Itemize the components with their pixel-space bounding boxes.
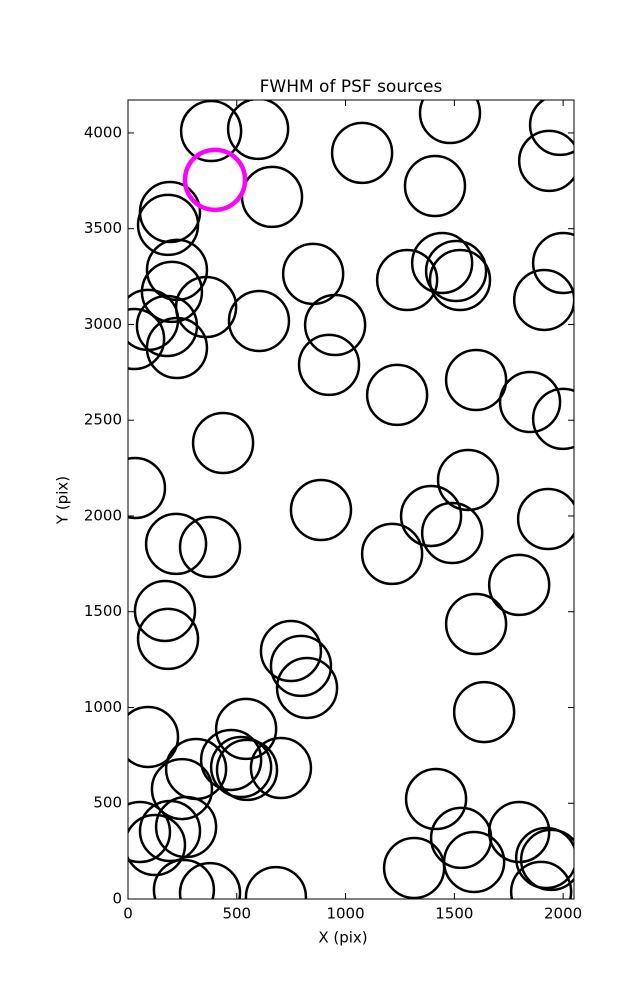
source-circle xyxy=(179,100,243,163)
source-circle xyxy=(128,800,172,864)
source-circle xyxy=(289,478,353,542)
source-circle xyxy=(410,231,474,295)
source-circle xyxy=(399,484,463,548)
source-circle xyxy=(199,728,263,792)
source-circle xyxy=(487,800,551,864)
source-circle xyxy=(152,858,216,899)
x-tick-label: 0 xyxy=(123,905,133,923)
source-circle xyxy=(297,333,361,397)
source-circle xyxy=(375,248,439,312)
y-tick-label: 3500 xyxy=(84,219,122,237)
source-circle xyxy=(144,512,208,576)
y-tick-label: 1500 xyxy=(84,602,122,620)
source-circle xyxy=(517,129,574,193)
x-tick-label: 500 xyxy=(222,905,251,923)
source-circle xyxy=(138,180,202,244)
source-circle xyxy=(259,619,323,683)
highlight-circle xyxy=(182,147,248,213)
source-circle xyxy=(404,767,468,831)
source-circle xyxy=(249,736,313,800)
y-tick-label: 2000 xyxy=(84,506,122,524)
source-circle xyxy=(140,260,204,324)
y-tick-label: 2500 xyxy=(84,411,122,429)
source-circle xyxy=(209,735,273,799)
source-circle xyxy=(365,363,429,427)
source-circle xyxy=(444,348,508,412)
source-circle xyxy=(528,100,574,157)
source-circle xyxy=(514,826,574,890)
source-circle xyxy=(509,860,573,899)
y-tick-label: 3000 xyxy=(84,315,122,333)
source-circle xyxy=(498,370,562,434)
source-circle xyxy=(215,738,279,802)
source-circle xyxy=(531,231,574,295)
source-circle xyxy=(330,121,394,185)
source-circle xyxy=(444,592,508,656)
source-circle xyxy=(133,579,197,643)
source-circle xyxy=(303,293,367,357)
source-circle xyxy=(226,100,290,161)
source-circle xyxy=(136,607,200,671)
chart-title: FWHM of PSF sources xyxy=(260,77,443,97)
source-circle xyxy=(519,828,574,892)
source-circle xyxy=(275,656,339,720)
source-circle xyxy=(178,515,242,579)
source-circle xyxy=(136,193,200,257)
source-circle xyxy=(424,239,488,303)
source-circle xyxy=(403,154,467,218)
source-circle xyxy=(178,861,242,899)
source-circle xyxy=(442,830,506,894)
source-circle xyxy=(128,705,180,769)
y-tick-label: 4000 xyxy=(84,123,122,141)
source-circle xyxy=(452,680,516,744)
source-circle xyxy=(487,553,551,617)
source-circle xyxy=(150,757,214,821)
source-circle xyxy=(174,275,238,339)
source-circle xyxy=(227,289,291,353)
x-tick-label: 2000 xyxy=(544,905,582,923)
source-circle xyxy=(269,634,333,698)
source-circle xyxy=(191,411,255,475)
source-circle xyxy=(418,100,482,145)
source-circle xyxy=(516,487,574,551)
x-tick-label: 1500 xyxy=(435,905,473,923)
y-tick-label: 0 xyxy=(112,890,122,908)
x-tick-label: 1000 xyxy=(326,905,364,923)
source-circle xyxy=(128,813,187,877)
axes-frame xyxy=(127,99,575,900)
x-axis-label: X (pix) xyxy=(318,929,367,947)
source-circle xyxy=(128,456,167,520)
plot-area xyxy=(128,100,574,899)
y-axis-label: Y (pix) xyxy=(54,476,72,525)
source-circle xyxy=(512,268,574,332)
source-circle xyxy=(531,387,574,451)
source-circle xyxy=(382,836,446,899)
source-circle xyxy=(240,165,304,229)
source-circle xyxy=(214,697,278,761)
source-circle xyxy=(428,248,492,312)
source-circle xyxy=(145,316,209,380)
source-circle xyxy=(244,865,308,899)
source-circle xyxy=(128,307,166,371)
source-circle xyxy=(154,795,218,859)
y-tick-label: 1000 xyxy=(84,698,122,716)
source-circle xyxy=(420,501,484,565)
source-circle xyxy=(436,448,500,512)
y-tick-label: 500 xyxy=(93,794,122,812)
source-circle xyxy=(360,522,424,586)
